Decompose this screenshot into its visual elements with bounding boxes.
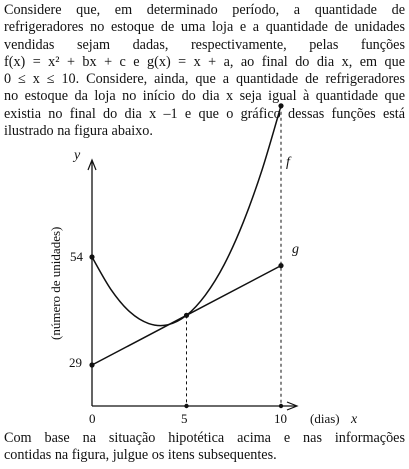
problem-line: Considere que, em determinado período, a… [4, 2, 405, 18]
x-tick-label-10: 10 [274, 411, 287, 426]
problem-line: no estoque da loja no início do dia x se… [4, 88, 405, 105]
problem-line: 0 ≤ x ≤ 10. Considere, ainda, que a quan… [4, 71, 405, 88]
series-label-f: f [286, 155, 292, 170]
y-axis-arrowhead [87, 158, 97, 171]
y-axis-letter: y [72, 148, 81, 163]
problem-line: existia no final do dia x –1 e que o grá… [4, 105, 405, 122]
x-tick-mark-10 [278, 403, 284, 409]
closing-line: contidas na figura, julgue os itens subs… [4, 447, 277, 464]
closing-line: Com base na situação hipotética acima e … [4, 430, 405, 446]
x-tick-mark-5 [184, 403, 189, 409]
y-tick-label-54: 54 [70, 249, 84, 264]
problem-line: ilustrado na figura abaixo. [4, 123, 153, 140]
y-axis-label: (número de unidades) [48, 227, 63, 340]
point-f-start [89, 254, 95, 260]
point-g-start [89, 362, 95, 368]
x-tick-label-0: 0 [89, 411, 96, 426]
problem-line-functions: f(x) = x² + bx + c e g(x) = x + a, ao fi… [4, 53, 405, 70]
series-f-curve [91, 105, 282, 327]
x-axis-arrowhead [286, 401, 299, 411]
point-intersection [183, 312, 190, 318]
problem-statement: Considere que, em determinado período, a… [4, 2, 405, 140]
series-label-g: g [292, 242, 299, 257]
y-tick-label-29: 29 [69, 355, 82, 370]
point-f-end [278, 103, 284, 109]
point-g-end [278, 263, 284, 269]
x-axis-label: (dias) [310, 411, 340, 426]
x-axis-letter: x [350, 412, 358, 427]
closing-statement: Com base na situação hipotética acima e … [4, 430, 405, 465]
problem-line: vendidas sejam dadas, respectivamente, p… [4, 36, 405, 53]
problem-line: refrigeradores no estoque de uma loja e … [4, 19, 405, 36]
x-tick-label-5: 5 [181, 411, 188, 426]
